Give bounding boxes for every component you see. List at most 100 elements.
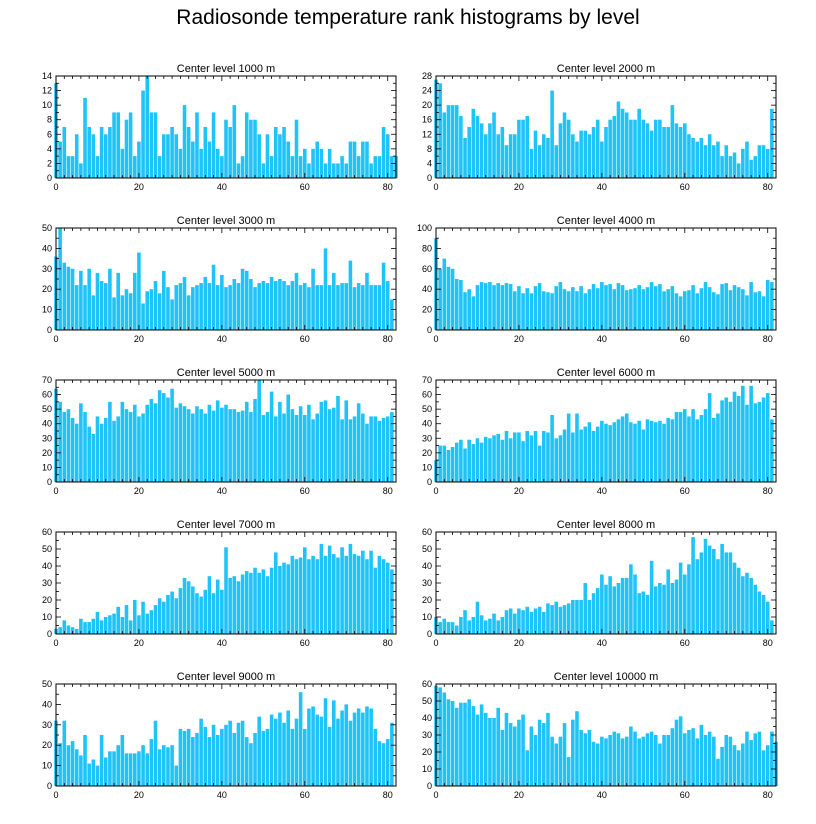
bar bbox=[500, 127, 505, 178]
bar bbox=[390, 412, 394, 482]
bar bbox=[736, 163, 741, 178]
bar bbox=[641, 736, 646, 786]
bar bbox=[348, 720, 353, 786]
bar bbox=[504, 712, 509, 786]
bar bbox=[103, 757, 108, 786]
bar bbox=[479, 442, 484, 482]
bar bbox=[653, 422, 658, 482]
bar bbox=[232, 576, 237, 634]
bar bbox=[70, 156, 75, 178]
panel-10: Center level 10000 m 0 20 40 60 80 0 10 20 30 40 50… bbox=[422, 671, 778, 800]
bar bbox=[307, 404, 311, 482]
bar bbox=[633, 423, 637, 482]
x-tick-label: 20 bbox=[134, 334, 144, 344]
bar bbox=[62, 262, 67, 330]
y-tick-label: 30 bbox=[42, 720, 52, 730]
bar bbox=[91, 134, 96, 178]
y-tick-label: 0 bbox=[47, 629, 52, 639]
bar bbox=[298, 156, 303, 178]
y-tick-label: 50 bbox=[422, 404, 432, 414]
bar bbox=[467, 620, 471, 634]
bar bbox=[683, 574, 687, 634]
bar bbox=[496, 283, 500, 330]
bar bbox=[240, 720, 245, 786]
bar bbox=[546, 603, 550, 634]
bar bbox=[103, 417, 108, 482]
x-tick-label: 40 bbox=[597, 790, 607, 800]
bar bbox=[261, 414, 266, 482]
bar bbox=[174, 598, 179, 634]
bar bbox=[479, 282, 484, 330]
bar bbox=[749, 577, 753, 634]
bar bbox=[446, 449, 451, 482]
bar bbox=[220, 156, 224, 178]
bar bbox=[558, 435, 563, 482]
bar bbox=[385, 562, 390, 634]
bar bbox=[546, 292, 550, 330]
bar bbox=[327, 545, 332, 634]
bar bbox=[253, 398, 257, 482]
bar bbox=[327, 148, 332, 178]
bar bbox=[450, 701, 455, 786]
bar bbox=[583, 426, 588, 482]
bar bbox=[624, 112, 629, 178]
y-tick-label: 20 bbox=[42, 740, 52, 750]
bar bbox=[554, 438, 559, 482]
bar bbox=[369, 550, 373, 634]
bar bbox=[340, 156, 344, 178]
bar bbox=[108, 268, 112, 330]
bar bbox=[199, 409, 203, 482]
bar bbox=[517, 719, 521, 786]
bar bbox=[323, 163, 328, 178]
x-tick-label: 0 bbox=[53, 638, 58, 648]
bar bbox=[707, 134, 712, 178]
bar bbox=[157, 749, 162, 786]
bar bbox=[186, 295, 191, 330]
bar bbox=[741, 385, 745, 482]
bar bbox=[298, 285, 303, 330]
bar bbox=[340, 547, 344, 634]
bar bbox=[620, 108, 625, 178]
bar bbox=[58, 627, 62, 634]
bar bbox=[373, 567, 378, 634]
bar bbox=[504, 431, 509, 482]
x-tick-label: 80 bbox=[383, 486, 393, 496]
bar bbox=[273, 127, 278, 178]
x-tick-label: 40 bbox=[217, 182, 227, 192]
bar bbox=[695, 293, 700, 330]
bar bbox=[332, 407, 336, 482]
bar bbox=[608, 284, 612, 330]
bar bbox=[649, 130, 654, 178]
y-tick-label: 10 bbox=[42, 612, 52, 622]
bar bbox=[294, 559, 299, 634]
bar bbox=[728, 736, 733, 786]
bar bbox=[641, 591, 646, 634]
bar bbox=[753, 156, 758, 178]
bar bbox=[716, 141, 720, 178]
bar bbox=[537, 445, 542, 482]
panel-6: Center level 6000 m 0 20 40 60 80 0 10 20 30 40 50 6… bbox=[422, 367, 777, 496]
bar bbox=[228, 720, 232, 786]
bar bbox=[616, 419, 621, 482]
bar bbox=[662, 127, 666, 178]
bar bbox=[699, 137, 704, 178]
bar bbox=[182, 105, 187, 178]
bar bbox=[765, 148, 770, 178]
bar bbox=[645, 733, 650, 786]
bar bbox=[637, 108, 641, 178]
y-tick-label: 10 bbox=[42, 100, 52, 110]
bar bbox=[203, 127, 208, 178]
bar bbox=[153, 605, 158, 634]
bar bbox=[112, 751, 116, 786]
bar bbox=[637, 593, 641, 634]
bar bbox=[488, 282, 492, 330]
bar bbox=[645, 287, 650, 330]
bar bbox=[294, 414, 299, 482]
bar bbox=[720, 746, 724, 786]
bar bbox=[207, 283, 212, 330]
bar bbox=[703, 735, 708, 786]
bar bbox=[533, 735, 538, 786]
bar bbox=[450, 447, 455, 482]
bar bbox=[741, 743, 745, 786]
bar bbox=[463, 137, 467, 178]
